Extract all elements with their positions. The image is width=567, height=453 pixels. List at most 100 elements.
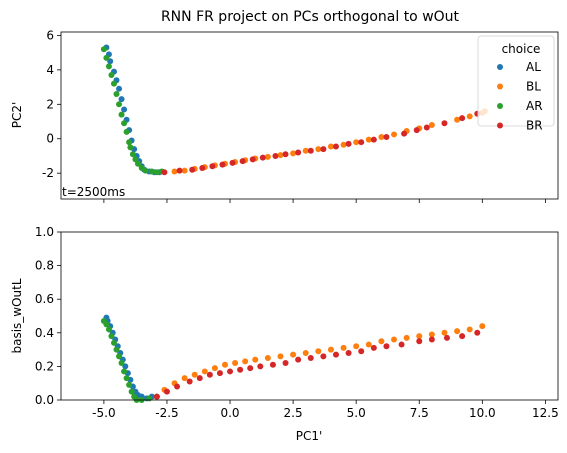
point-BL: [365, 341, 372, 348]
point-BL: [264, 355, 271, 361]
point-BR: [219, 161, 226, 168]
point-BR: [332, 143, 339, 150]
point-BL: [428, 331, 435, 338]
top-y-axis-label: PC2': [10, 102, 24, 129]
point-BL: [428, 121, 435, 128]
point-BL: [454, 116, 461, 123]
point-BL: [171, 168, 178, 175]
point-BL: [340, 344, 347, 351]
bottom-x-tick-label: 2.5: [284, 406, 303, 420]
point-BR: [247, 365, 254, 372]
point-BR: [358, 139, 365, 146]
bottom-plot-frame: [60, 231, 559, 401]
point-BL: [378, 134, 385, 141]
point-AR: [146, 395, 153, 402]
bottom-x-tick-label: 0.0: [220, 406, 239, 420]
point-AR: [110, 339, 117, 346]
point-AL: [116, 85, 123, 92]
bottom-y-tick-label: 0.2: [35, 359, 54, 373]
point-AL: [121, 106, 128, 113]
legend-label-AR: AR: [526, 99, 543, 113]
point-BL: [277, 353, 284, 360]
point-BL: [378, 338, 385, 345]
bottom-y-tick-label: 0.8: [35, 259, 54, 273]
top-y-tick-label: 4: [46, 63, 54, 77]
point-BL: [353, 139, 360, 146]
point-BR: [272, 152, 279, 159]
point-BL: [454, 328, 461, 335]
point-BR: [249, 156, 256, 163]
bottom-x-tick-label: 10.0: [469, 406, 496, 420]
point-BR: [441, 120, 448, 127]
point-BL: [479, 323, 486, 330]
point-BR: [161, 169, 168, 176]
point-AR: [123, 375, 130, 382]
point-BR: [345, 349, 352, 356]
legend-label-BR: BR: [526, 119, 543, 133]
point-BR: [320, 146, 327, 153]
legend-marker-BR: [497, 122, 503, 129]
x-axis-label: PC1': [296, 429, 323, 443]
point-BR: [398, 341, 405, 348]
bottom-y-tick-label: 0.4: [35, 326, 54, 340]
point-BL: [403, 334, 410, 341]
point-BL: [340, 141, 347, 148]
point-BR: [237, 366, 244, 373]
bottom-y-tick-label: 0.6: [35, 292, 54, 306]
legend-title: choice: [502, 42, 541, 56]
point-BR: [153, 393, 160, 400]
point-BR: [229, 159, 236, 166]
point-BR: [239, 158, 246, 165]
point-AR: [118, 360, 125, 367]
top-y-tick-label: 2: [46, 97, 54, 111]
top-plot-frame: [60, 31, 559, 200]
point-BL: [353, 343, 360, 350]
point-BR: [413, 127, 420, 134]
point-BL: [211, 365, 218, 372]
legend-label-BL: BL: [526, 80, 541, 94]
bottom-y-tick-label: 0.0: [35, 393, 54, 407]
point-BL: [391, 336, 398, 343]
point-BL: [327, 346, 334, 353]
point-BR: [345, 140, 352, 147]
point-AR: [113, 346, 120, 353]
point-BR: [295, 149, 302, 156]
point-AR: [126, 381, 133, 388]
point-BR: [174, 383, 181, 390]
point-AR: [123, 128, 130, 135]
point-BR: [443, 334, 450, 341]
point-BR: [383, 343, 390, 350]
point-BR: [282, 360, 289, 367]
point-BR: [189, 166, 196, 173]
point-BL: [302, 147, 309, 154]
point-BR: [282, 151, 289, 158]
point-BR: [259, 154, 266, 161]
top-plot: -2 0 2 4 6 PC2' t=2500ms choice AL BL AR BR: [10, 28, 559, 203]
top-y-tick-label: 6: [46, 28, 54, 42]
point-BL: [242, 358, 249, 365]
point-AR: [108, 72, 115, 79]
point-BR: [257, 363, 264, 370]
point-BR: [176, 167, 183, 174]
point-BL: [232, 360, 239, 367]
point-BR: [163, 388, 170, 395]
top-y-tick-label: 0: [46, 132, 54, 146]
point-AR: [153, 169, 160, 176]
point-AR: [103, 54, 110, 61]
point-AR: [116, 101, 123, 108]
legend-label-AL: AL: [526, 60, 541, 74]
legend-marker-AL: [497, 64, 503, 70]
point-BR: [320, 353, 327, 360]
point-BL: [181, 167, 188, 174]
point-AL: [107, 58, 114, 65]
point-AR: [105, 63, 112, 70]
point-BL: [441, 329, 448, 336]
top-y-tick-label: -2: [42, 166, 54, 180]
bottom-x-tick-label: 7.5: [410, 406, 429, 420]
point-BL: [315, 146, 322, 153]
point-BL: [252, 356, 259, 363]
point-AR: [121, 368, 128, 375]
point-BR: [423, 124, 430, 131]
point-BR: [307, 355, 314, 361]
